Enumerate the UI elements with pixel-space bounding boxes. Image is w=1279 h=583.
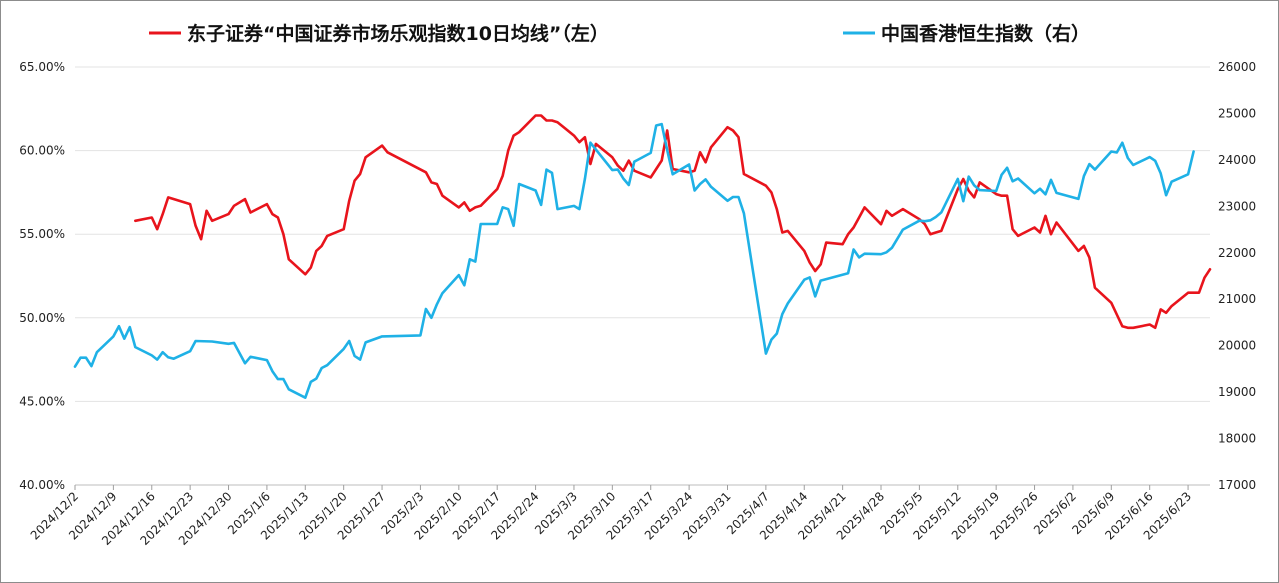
y-left-tick-label: 40.00% xyxy=(19,478,65,492)
y-left-tick-label: 50.00% xyxy=(19,311,65,325)
axes: 40.00% 45.00% 50.00% 55.00% 60.00% 65.00% 1700… xyxy=(19,60,1256,548)
y-right-tick-label: 23000 xyxy=(1218,199,1256,213)
legend-label: 东子证券“中国证券市场乐观指数10日均线”（左） xyxy=(187,22,609,45)
gridlines xyxy=(75,66,1210,486)
y-right-tick-label: 18000 xyxy=(1218,432,1256,446)
y-right-tick-label: 25000 xyxy=(1218,106,1256,120)
y-left-tick-label: 65.00% xyxy=(19,60,65,74)
y-right-tick-label: 19000 xyxy=(1218,385,1256,399)
y-left-tick-label: 55.00% xyxy=(19,227,65,241)
y-right-tick-label: 22000 xyxy=(1218,246,1256,260)
y-left-tick-label: 45.00% xyxy=(19,394,65,408)
y-right-tick-label: 24000 xyxy=(1218,153,1256,167)
optimism-index-line xyxy=(134,114,1212,330)
y-right-tick-label: 21000 xyxy=(1218,292,1256,306)
y-right-tick-label: 17000 xyxy=(1218,478,1256,492)
series-layer xyxy=(73,114,1212,399)
y-left-tick-label: 60.00% xyxy=(19,144,65,158)
legend-label: 中国香港恒生指数（右） xyxy=(881,22,1090,45)
legend: 东子证券“中国证券市场乐观指数10日均线”（左） 中国香港恒生指数（右） xyxy=(149,22,1090,45)
y-right-tick-label: 20000 xyxy=(1218,339,1256,353)
y-right-tick-label: 26000 xyxy=(1218,60,1256,74)
hang-seng-line xyxy=(73,122,1195,399)
